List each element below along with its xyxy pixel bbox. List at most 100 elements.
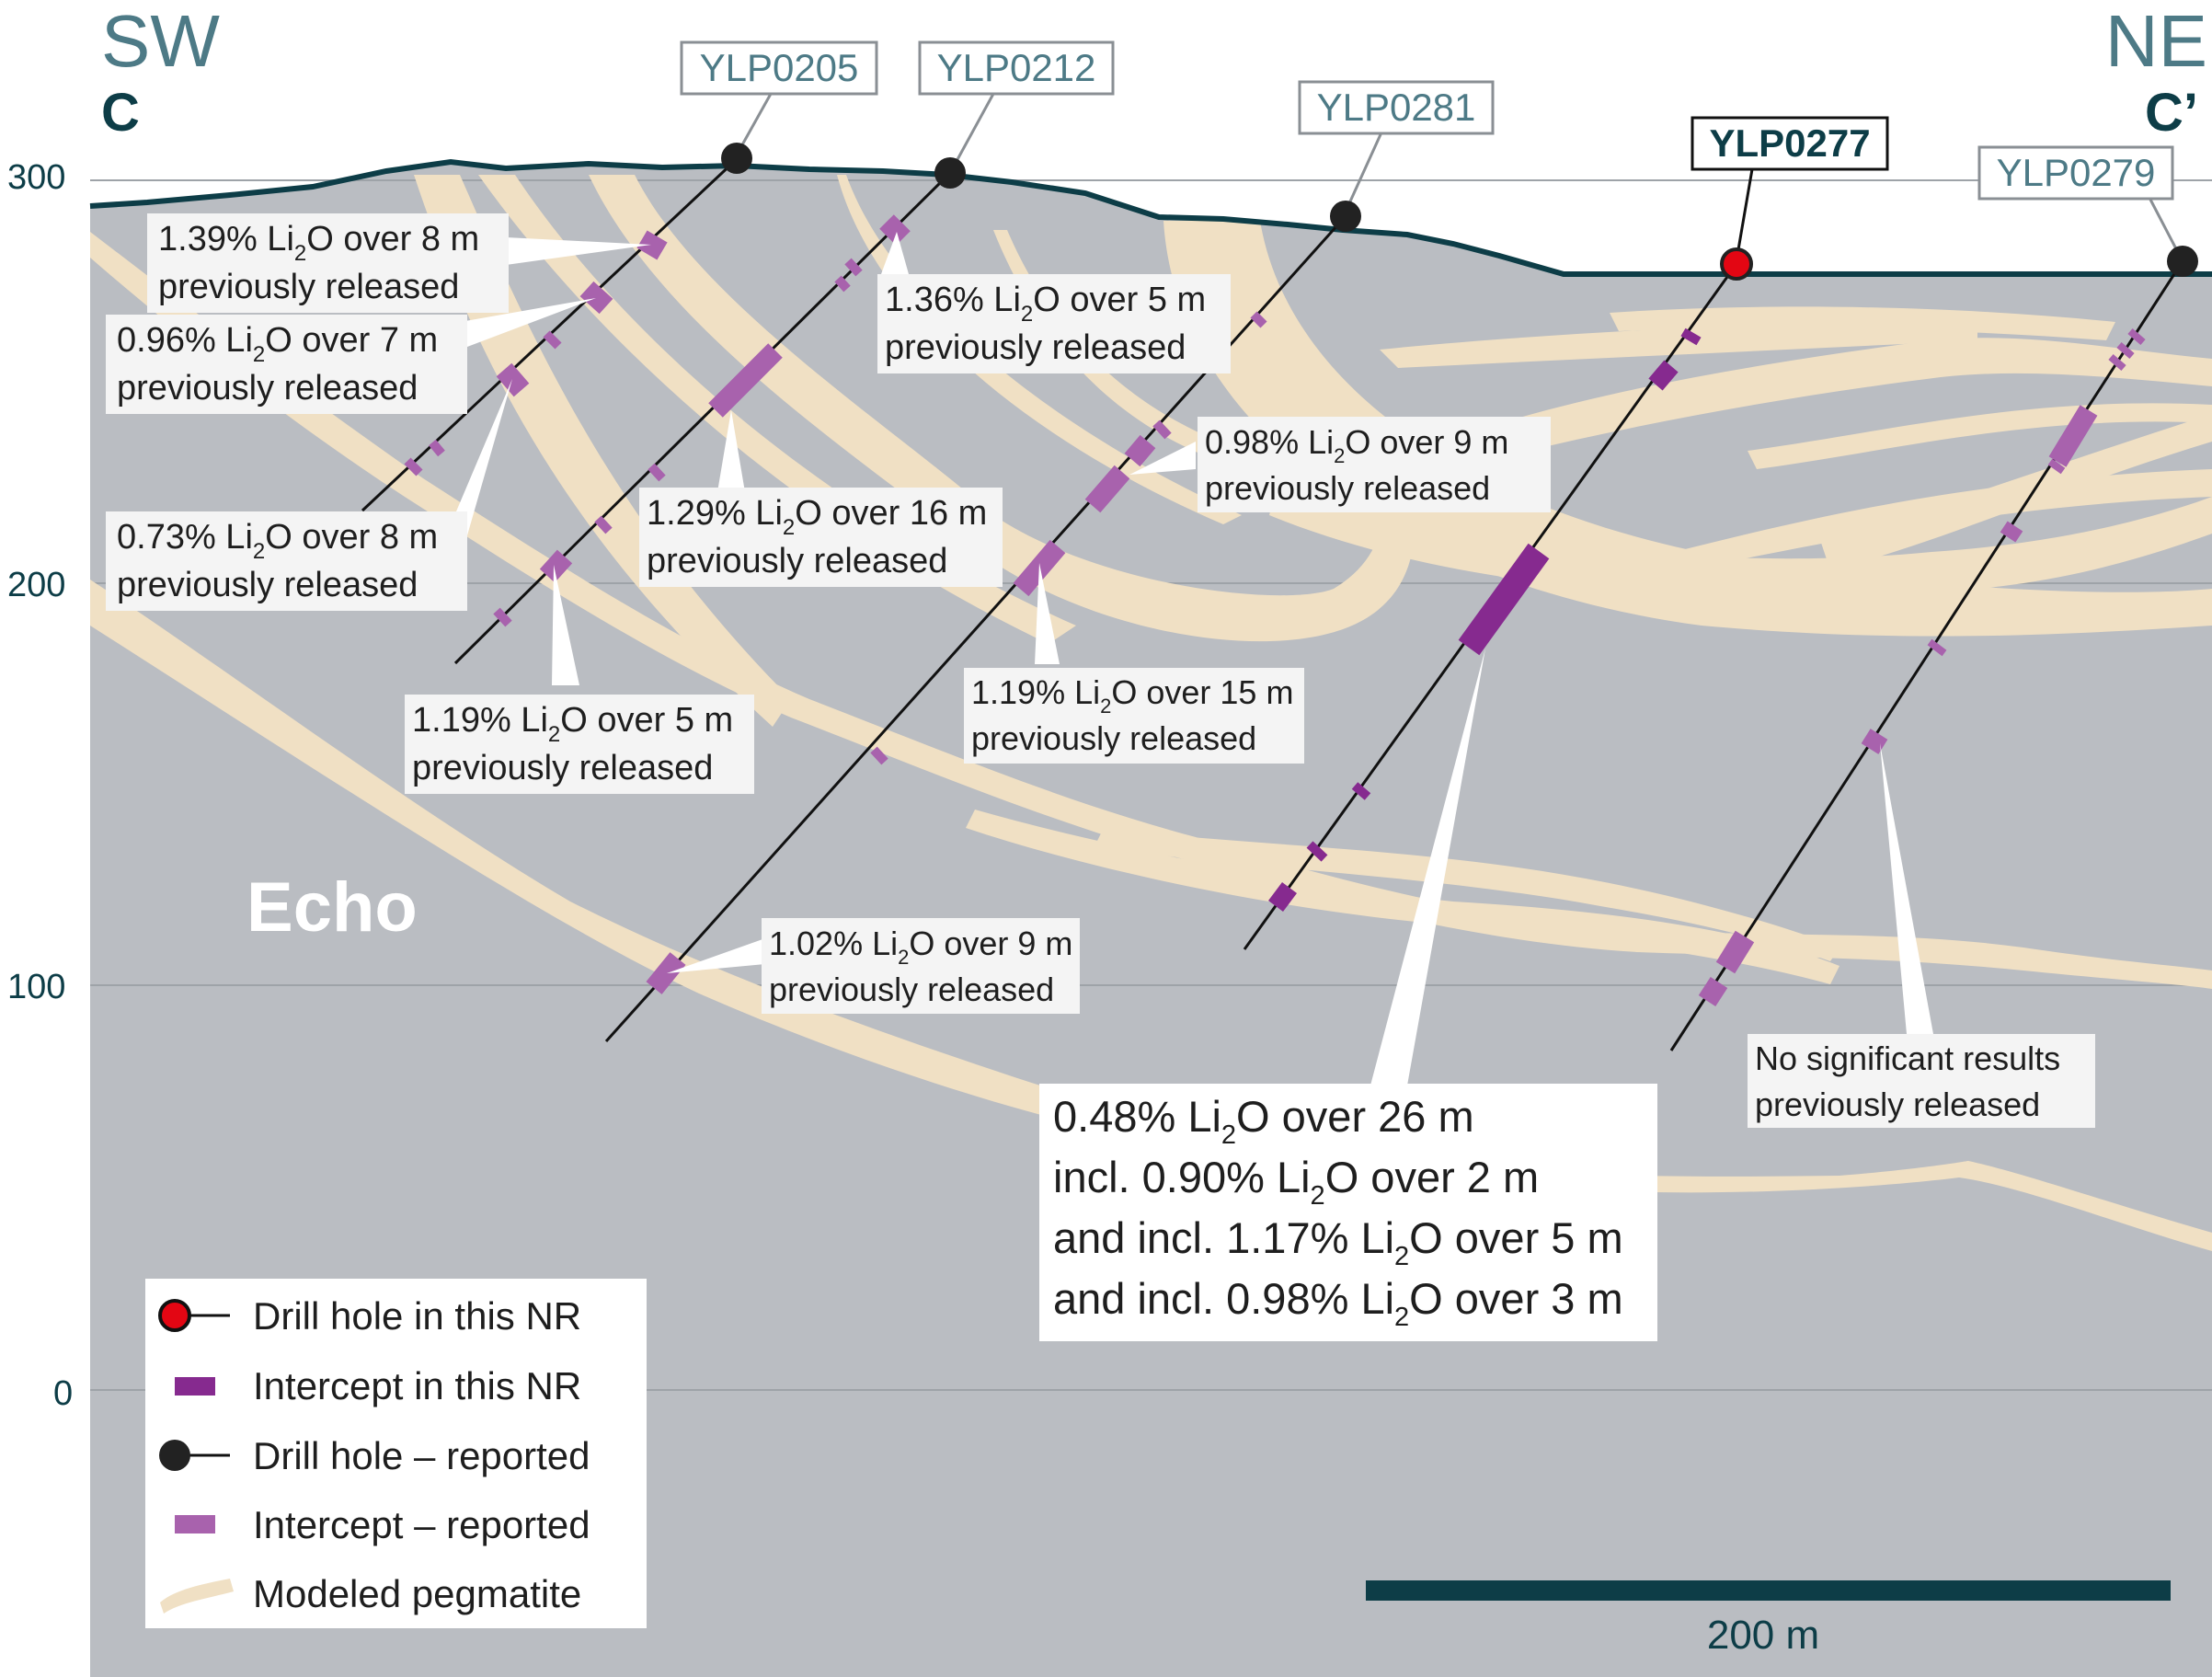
legend-label: Modeled pegmatite [253,1572,581,1615]
legend-intercept-reported: Intercept – reported [175,1503,590,1546]
intercept-reported [1698,977,1728,1006]
scale-bar-label: 200 m [1707,1613,1819,1658]
callout-box-c3 [106,511,467,611]
intercept-reported [429,439,445,457]
callout-c4-line: previously released [412,749,713,787]
intercept-reported [1124,434,1156,467]
callout-c10-line: and incl. 1.17% Li2O over 5 m [1053,1213,1623,1271]
hole-label-YLP0205: YLP0205 [680,40,878,96]
legend-label: Drill hole in this NR [253,1294,581,1338]
callout-box-c11 [1748,1034,2095,1128]
direction-left: SW [101,0,220,82]
collar-YLP0205 [721,143,752,174]
legend-drill-hole-new: Drill hole in this NR [158,1294,581,1338]
collar-YLP0277 [1720,247,1753,281]
legend-label: Intercept – reported [253,1503,590,1546]
intercept-reported [844,258,863,277]
intercept-reported [2108,353,2126,372]
callout-c7-line: 1.02% Li2O over 9 m [769,925,1072,969]
intercept-new [1458,543,1550,656]
intercept-reported [834,275,851,293]
elevation-tick: 100 [7,968,65,1006]
intercept-new [1680,327,1702,346]
legend-intercept-new: Intercept in this NR [175,1364,581,1407]
callout-c1-line: 1.39% Li2O over 8 m [158,220,479,266]
intercept-reported [1861,729,1888,754]
callout-boxes [106,213,2095,1341]
callout-pointers [446,232,1935,1085]
callout-c1-line: previously released [158,268,459,306]
intercept-reported [1084,465,1130,513]
intercept-reported [879,214,911,246]
callout-c11-line: No significant results [1755,1040,2060,1077]
collars [721,143,2198,281]
intercept-new [1648,360,1679,391]
callout-c10-line: 0.48% Li2O over 26 m [1053,1092,1474,1150]
intercept-reported [2127,327,2146,346]
callout-c5-line: 1.36% Li2O over 5 m [885,281,1206,327]
elevation-tick: 300 [7,158,65,197]
legend-label: Intercept in this NR [253,1364,581,1407]
callout-c8-line: previously released [1205,469,1490,507]
intercept-new [1306,841,1328,862]
callout-c6-line: 1.29% Li2O over 16 m [647,494,987,540]
intercept-reported [1927,638,1947,657]
callout-c10-line: and incl. 0.98% Li2O over 3 m [1053,1274,1623,1332]
hole-label-YLP0279: YLP0279 [1977,145,2174,201]
callout-box-c9 [964,668,1304,764]
callout-c4-line: 1.19% Li2O over 5 m [412,701,733,747]
elevation-tick: 200 [7,566,65,604]
intercept-reported [648,463,666,482]
echo-unit-label: Echo [246,868,418,947]
intercept-reported [636,230,668,260]
intercept-reported [1715,930,1755,974]
callout-c10-line: incl. 0.90% Li2O over 2 m [1053,1153,1539,1211]
hole-label-text: YLP0281 [1317,86,1476,129]
hole-label-YLP0212: YLP0212 [918,40,1115,96]
callout-box-c1 [147,213,509,313]
collar-YLP0281 [1330,201,1361,232]
hole-label-text: YLP0205 [700,46,859,89]
callout-c11-line: previously released [1755,1085,2040,1123]
intercept-reported [2000,521,2023,543]
callout-c9-line: previously released [971,719,1256,757]
callout-box-c2 [106,315,467,414]
intercepts [404,214,2146,1006]
intercept-reported [1250,311,1267,328]
callout-c7-line: previously released [769,971,1054,1008]
intercept-reported [496,362,530,397]
legend-drill-hole-reported: Drill hole – reported [159,1434,590,1477]
callout-box-c4 [405,695,754,794]
intercept-reported [539,549,573,583]
callout-c9-line: 1.19% Li2O over 15 m [971,673,1293,718]
intercept-reported [579,281,613,315]
elevation-tick: 0 [53,1374,73,1413]
callout-c8-line: 0.98% Li2O over 9 m [1205,423,1508,467]
callout-c5-line: previously released [885,328,1186,367]
intercept-reported [493,607,512,627]
section-letter-left: C [101,83,140,143]
hole-trace-YLP0279 [1669,260,2184,1051]
collar-YLP0279 [2167,246,2198,277]
direction-right: NE [2105,0,2207,82]
intercept-reported [2116,341,2135,360]
collar-YLP0212 [934,157,966,189]
hole-label-text: YLP0277 [1709,121,1870,165]
scale-bar: 200 m [1366,1580,2171,1658]
callout-c6-line: previously released [647,542,947,580]
intercept-reported [708,343,783,418]
intercept-reported [594,515,613,534]
callout-c3-line: 0.73% Li2O over 8 m [117,518,438,564]
callout-box-c5 [877,274,1231,373]
section-letter-right: C’ [2145,83,2198,143]
callout-c2-line: previously released [117,369,418,408]
intercept-reported [1152,419,1172,440]
hole-trace-YLP0212 [453,171,952,665]
legend-label: Drill hole – reported [253,1434,590,1477]
intercept-reported [2048,405,2098,467]
elevation-axis: 300 200 100 0 [7,158,73,1413]
hole-label-text: YLP0279 [1997,151,2156,194]
hole-labels: YLP0205 YLP0212 YLP0281 YLP0277 YLP0279 [680,40,2174,201]
